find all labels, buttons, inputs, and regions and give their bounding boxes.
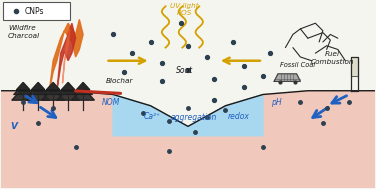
Text: CNPs: CNPs	[25, 6, 44, 15]
Polygon shape	[61, 82, 75, 90]
Polygon shape	[12, 88, 35, 100]
Text: redox: redox	[227, 112, 250, 121]
Polygon shape	[49, 19, 83, 91]
Polygon shape	[113, 94, 263, 136]
Text: Ca²⁺: Ca²⁺	[144, 112, 161, 121]
Text: pH: pH	[271, 98, 281, 107]
Polygon shape	[59, 84, 77, 94]
Polygon shape	[72, 88, 94, 100]
Polygon shape	[74, 84, 92, 94]
Polygon shape	[46, 82, 60, 90]
Polygon shape	[42, 88, 64, 100]
Polygon shape	[76, 82, 90, 90]
Polygon shape	[44, 84, 62, 94]
Polygon shape	[29, 84, 47, 94]
Text: Fuel
Combustion: Fuel Combustion	[311, 51, 354, 65]
Polygon shape	[32, 82, 45, 90]
Text: Fossil Coal: Fossil Coal	[280, 62, 315, 68]
Polygon shape	[27, 88, 49, 100]
Polygon shape	[274, 74, 300, 81]
Text: Wildfire
Charcoal: Wildfire Charcoal	[8, 25, 40, 39]
Text: NOM: NOM	[102, 98, 120, 107]
Polygon shape	[62, 29, 70, 83]
Polygon shape	[57, 23, 76, 91]
Polygon shape	[17, 82, 30, 90]
Text: aggregation: aggregation	[170, 113, 217, 122]
Polygon shape	[351, 57, 358, 76]
Polygon shape	[1, 91, 375, 188]
Text: Biochar: Biochar	[106, 78, 133, 84]
Polygon shape	[57, 88, 79, 100]
FancyBboxPatch shape	[3, 2, 70, 20]
Text: UV light
ROS: UV light ROS	[170, 3, 199, 16]
Polygon shape	[1, 136, 375, 188]
Text: Soot: Soot	[176, 66, 193, 75]
Polygon shape	[14, 84, 33, 94]
Text: V: V	[10, 122, 17, 131]
